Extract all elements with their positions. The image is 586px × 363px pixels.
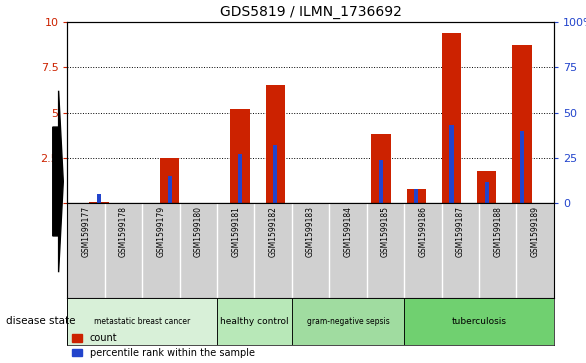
Bar [407, 189, 426, 203]
Legend: count, percentile rank within the sample: count, percentile rank within the sample [72, 333, 255, 358]
Title: GDS5819 / ILMN_1736692: GDS5819 / ILMN_1736692 [220, 5, 401, 19]
Bar [485, 182, 489, 203]
Bar [449, 125, 454, 203]
Bar [414, 189, 418, 203]
Text: GSM1599178: GSM1599178 [119, 206, 128, 257]
Bar [217, 298, 292, 345]
Text: GSM1599188: GSM1599188 [493, 206, 502, 257]
Bar [230, 109, 250, 203]
Text: healthy control: healthy control [220, 317, 289, 326]
Text: GSM1599189: GSM1599189 [530, 206, 540, 257]
Text: GSM1599184: GSM1599184 [343, 206, 353, 257]
Text: GSM1599183: GSM1599183 [306, 206, 315, 257]
Text: GSM1599179: GSM1599179 [156, 206, 165, 257]
Bar [67, 298, 217, 345]
Bar [477, 171, 496, 203]
Bar [404, 298, 554, 345]
Bar [292, 298, 404, 345]
Text: GSM1599177: GSM1599177 [81, 206, 91, 257]
Text: gram-negative sepsis: gram-negative sepsis [306, 317, 389, 326]
Bar [160, 158, 179, 203]
Bar [97, 194, 101, 203]
Text: GSM1599180: GSM1599180 [194, 206, 203, 257]
Bar [379, 160, 383, 203]
Text: GSM1599186: GSM1599186 [418, 206, 427, 257]
Bar [442, 33, 461, 203]
Text: GSM1599182: GSM1599182 [268, 206, 278, 257]
Bar [372, 134, 391, 203]
Bar [520, 131, 524, 203]
Text: metastatic breast cancer: metastatic breast cancer [94, 317, 190, 326]
Text: disease state: disease state [6, 316, 76, 326]
Bar [168, 176, 172, 203]
Text: GSM1599185: GSM1599185 [381, 206, 390, 257]
Bar [512, 45, 532, 203]
Text: tuberculosis: tuberculosis [451, 317, 506, 326]
Bar [238, 154, 242, 203]
Bar [265, 85, 285, 203]
Text: GSM1599187: GSM1599187 [456, 206, 465, 257]
Bar [273, 145, 277, 203]
Text: GSM1599181: GSM1599181 [231, 206, 240, 257]
